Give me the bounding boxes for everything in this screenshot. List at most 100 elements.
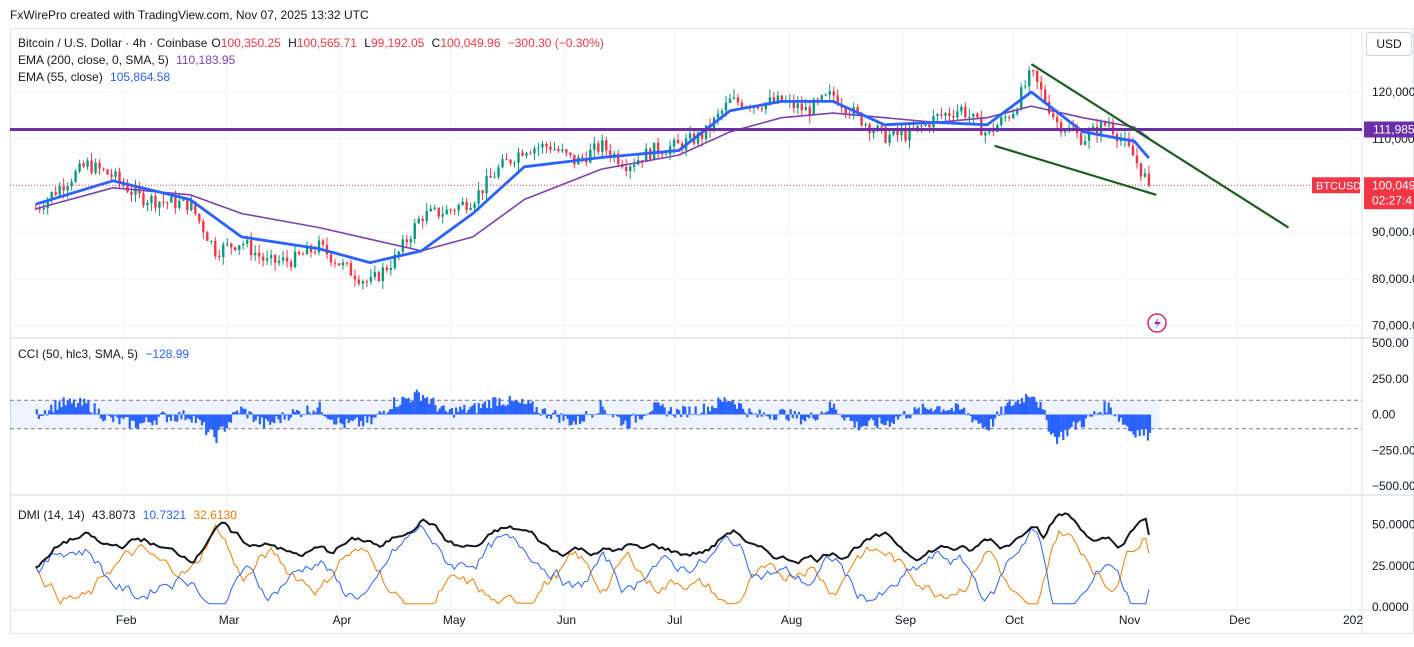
candle-body [134,187,137,195]
cci-bar [510,400,513,415]
candle-body [1028,70,1031,87]
candle-body [1103,122,1107,126]
candle-body [664,154,668,156]
candle-body [529,153,532,155]
candle-body [860,112,863,126]
cci-bar [626,414,629,429]
candle-body [768,97,772,103]
cci-bar [388,409,392,415]
cci-bar [295,409,299,415]
cci-bar [725,401,728,415]
candle-body [952,115,955,118]
cci-bar [601,406,604,415]
cci-bar [1082,414,1086,428]
candle-body [816,99,819,101]
price-tick-label: 70,000.0 [1372,319,1414,333]
price-pane [10,63,1362,333]
cci-bar [872,414,875,421]
cci-bar [622,414,625,425]
cci-bar [837,413,840,415]
candle-body [968,116,971,118]
time-tick-label: Apr [333,613,352,627]
candle-body [501,159,504,168]
cci-bar [97,408,100,415]
cci-bar [165,414,169,423]
cci-bar [1146,414,1150,441]
cci-bar [490,408,493,415]
cci-bar [1136,414,1139,431]
candle-body [253,252,257,256]
time-tick-label: Nov [1119,613,1140,627]
cci-bar [917,407,920,415]
dmi-minus-di-value: 32.6130 [193,508,237,522]
cci-bar [682,405,685,415]
cci-bar [188,414,191,420]
cci-bar [609,414,613,415]
ema200-value: 110,183.95 [176,53,236,67]
cci-bar [1051,414,1055,434]
candle-body [644,148,648,162]
cci-bar [196,414,200,419]
last-price-label: 100,049 [1372,178,1414,192]
cci-bar [880,414,883,424]
candle-body [505,159,508,161]
cci-bar [1016,399,1019,415]
cci-bar [79,397,82,415]
cci-bar [147,414,150,422]
cci-bar [494,397,497,415]
time-tick-label: 202 [1343,613,1363,627]
cci-bar [227,414,230,423]
candle-body [597,143,600,152]
cci-bar [888,414,891,427]
cci-bar [797,411,801,415]
cci-bar [254,414,257,421]
candle-body [234,247,237,251]
cci-bar [642,414,646,417]
resistance-price-tag [1364,121,1414,138]
cci-bar [219,414,222,427]
candle-body [445,209,448,215]
cci-bar [830,407,834,415]
ema55-value: 105,864.58 [110,70,171,84]
cci-bar [169,414,173,421]
candle-body [517,152,520,163]
cci-bar [607,414,611,416]
cci-bar [306,405,309,415]
cci-bar [114,414,117,416]
cci-bar [349,414,352,421]
currency-button[interactable]: USD [1366,32,1412,56]
cci-bar [58,401,61,415]
cci-bar [1138,414,1141,436]
cci-bar [440,406,443,415]
candle-body [170,196,173,203]
cci-bar [1037,407,1040,415]
cci-bar [248,411,251,415]
cci-bar [1140,414,1143,430]
cci-bar [585,411,588,415]
cci-bar [312,410,315,415]
candle-body [1012,113,1015,119]
candle-body [265,258,269,261]
cci-bar [473,403,476,415]
cci-bar [845,414,848,418]
cci-bar [655,402,658,415]
cci-bar [403,397,406,415]
cci-bar [967,413,970,415]
candle-body [928,123,931,128]
candle-body [892,129,895,135]
cci-bar [1047,414,1050,432]
cci-bar [39,414,43,416]
cci-bar [954,403,957,415]
candle-body [110,174,113,177]
candle-body [333,262,337,264]
cci-bar [739,403,743,415]
cci-bar [215,414,218,443]
cci-bar [481,403,485,415]
cci-bar [849,414,852,421]
cci-bar [178,411,181,415]
candle-body [1055,117,1059,123]
cci-bar [816,414,819,420]
dmi-label: DMI (14, 14) [18,508,85,522]
cci-bar [518,403,522,415]
